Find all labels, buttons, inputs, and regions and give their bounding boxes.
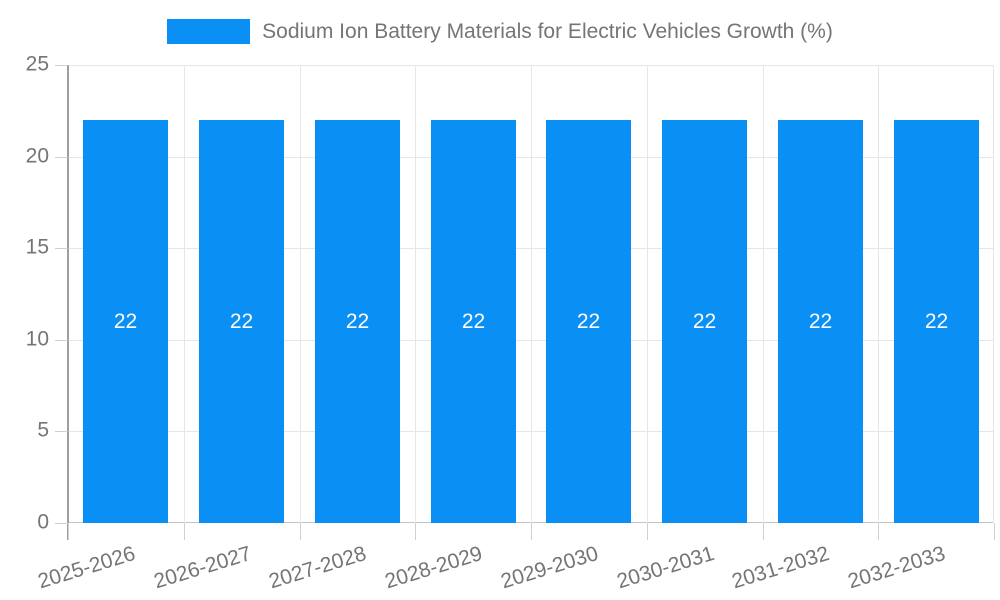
bar-value-label: 22 [576, 309, 601, 333]
bar: 22 [431, 120, 516, 523]
legend: Sodium Ion Battery Materials for Electri… [0, 19, 1000, 44]
y-tick-mark [55, 523, 68, 524]
legend-label: Sodium Ion Battery Materials for Electri… [262, 19, 833, 43]
y-tick-mark [55, 156, 68, 158]
bar: 22 [546, 120, 631, 523]
y-tick-label: 15 [25, 235, 49, 259]
v-gridline [993, 65, 994, 523]
x-tick-mark [300, 523, 301, 540]
x-tick-mark [647, 523, 648, 540]
y-tick-mark [55, 65, 68, 66]
v-gridline [415, 65, 416, 523]
y-tick-mark [55, 248, 68, 250]
bar-value-label: 22 [229, 309, 254, 333]
bar: 22 [662, 120, 747, 523]
x-tick-mark [994, 523, 995, 540]
bar: 22 [778, 120, 863, 523]
bar: 22 [199, 120, 284, 523]
y-tick-mark [55, 339, 68, 341]
y-tick-label: 0 [37, 510, 49, 534]
x-tick-mark [184, 523, 185, 540]
bar-value-label: 22 [461, 309, 486, 333]
x-tick-mark [531, 523, 532, 540]
x-tick-mark [878, 523, 879, 540]
bar-value-label: 22 [345, 309, 370, 333]
bar: 22 [894, 120, 979, 523]
v-gridline [300, 65, 301, 523]
v-gridline [184, 65, 185, 523]
y-tick-label: 10 [25, 327, 49, 351]
x-tick-mark [415, 523, 416, 540]
bar-value-label: 22 [692, 309, 717, 333]
bar-value-label: 22 [808, 309, 833, 333]
v-gridline [531, 65, 532, 523]
x-tick-mark [763, 523, 764, 540]
v-gridline [647, 65, 648, 523]
y-tick-label: 25 [25, 52, 49, 76]
v-gridline [878, 65, 879, 523]
y-tick-label: 20 [25, 144, 49, 168]
v-gridline [763, 65, 764, 523]
plot-area: 22 22 22 22 22 22 22 22 [68, 65, 994, 523]
legend-swatch [167, 19, 251, 44]
y-axis-line [67, 65, 69, 540]
bar-value-label: 22 [924, 309, 949, 333]
y-tick-mark [55, 431, 68, 433]
x-tick-mark [68, 523, 69, 540]
y-tick-label: 5 [37, 418, 49, 442]
bar: 22 [83, 120, 168, 523]
bar: 22 [315, 120, 400, 523]
bar-value-label: 22 [113, 309, 138, 333]
